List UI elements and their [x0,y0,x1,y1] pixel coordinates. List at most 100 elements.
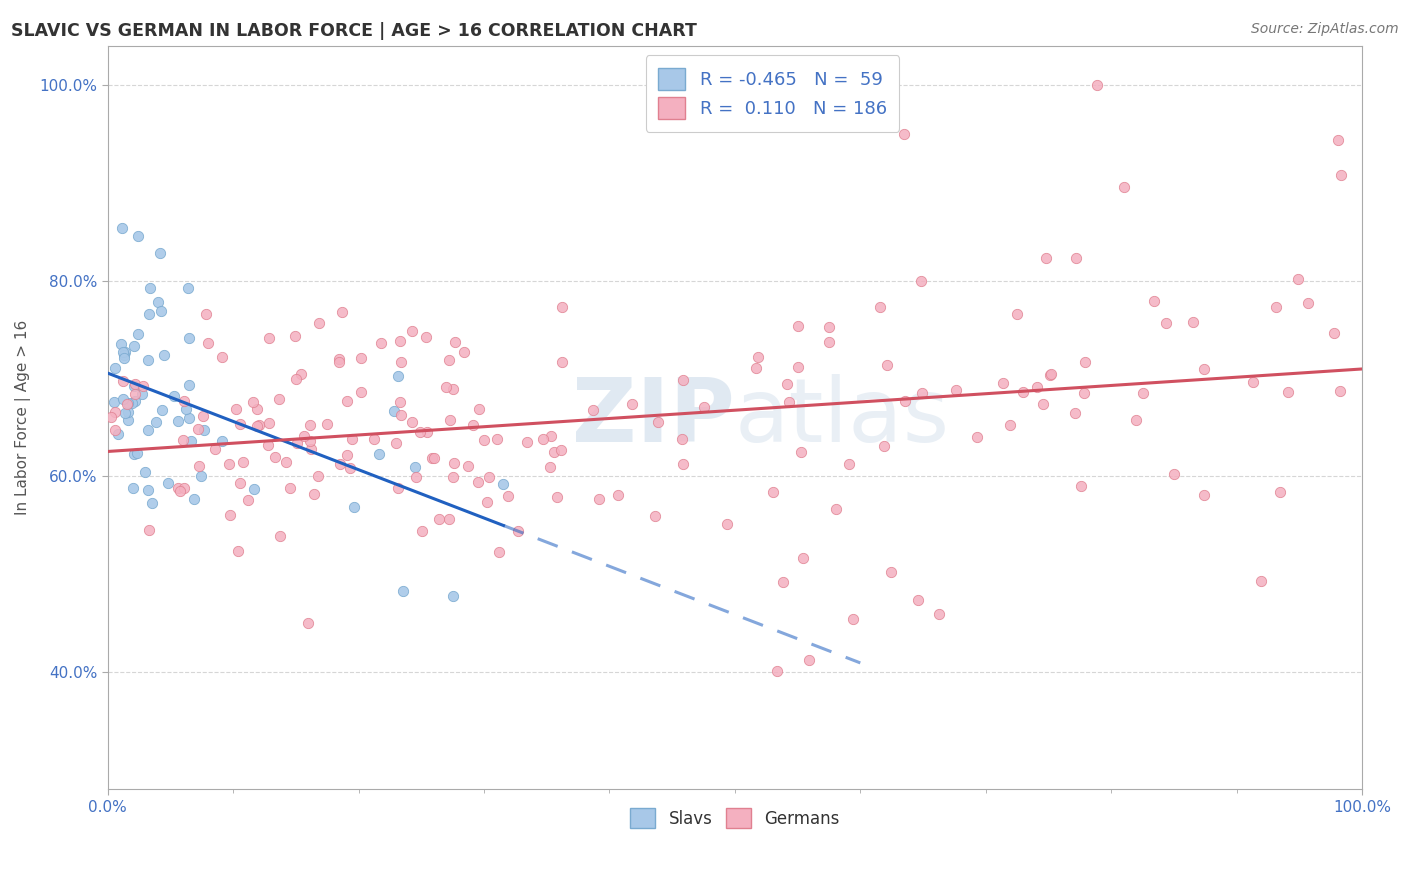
Point [188,459,211,474]
Point [226,544,249,558]
Point [138,423,160,437]
Point [797,653,820,667]
Point [329,457,352,471]
Point [112,374,135,388]
Point [183,491,205,506]
Point [194,307,217,321]
Point [1241,376,1264,390]
Point [256,437,278,451]
Point [114,345,136,359]
Point [434,380,457,394]
Point [211,350,233,364]
Point [169,484,191,499]
Point [824,502,846,516]
Point [173,481,195,495]
Point [225,402,247,417]
Point [786,318,808,333]
Point [259,417,281,431]
Point [893,393,915,408]
Point [416,425,439,439]
Point [122,481,145,495]
Point [343,500,366,515]
Point [1114,180,1136,194]
Point [540,429,562,443]
Point [157,475,180,490]
Point [264,450,287,465]
Point [122,339,145,353]
Point [1132,386,1154,401]
Point [531,433,554,447]
Point [290,367,312,381]
Point [389,334,412,349]
Point [138,307,160,321]
Point [111,220,134,235]
Point [1182,315,1205,329]
Point [122,379,145,393]
Point [328,355,350,369]
Point [211,434,233,448]
Point [284,329,307,343]
Point [276,455,298,469]
Point [439,413,461,427]
Point [315,417,337,431]
Point [173,393,195,408]
Point [672,458,695,472]
Point [104,361,127,376]
Point [1277,385,1299,400]
Point [294,429,316,443]
Point [127,326,149,341]
Point [387,481,409,495]
Point [389,355,412,369]
Point [1039,367,1062,381]
Point [350,351,373,366]
Point [1323,326,1346,341]
Point [132,379,155,393]
Point [124,387,146,401]
Point [427,512,450,526]
Point [246,419,269,434]
Point [1064,251,1087,265]
Point [112,392,135,406]
Point [242,395,264,409]
Point [339,461,361,475]
Point [1064,406,1087,420]
Point [496,489,519,503]
Point [1329,384,1351,398]
Point [336,449,359,463]
Point [998,418,1021,433]
Point [463,417,485,432]
Point [420,450,443,465]
Point [817,320,839,334]
Point [838,457,860,471]
Point [776,377,799,392]
Point [443,334,465,349]
Point [869,300,891,314]
Point [1125,413,1147,427]
Point [747,350,769,364]
Point [437,353,460,368]
Point [115,397,138,411]
Point [269,528,291,542]
Y-axis label: In Labor Force | Age > 16: In Labor Force | Age > 16 [15,320,31,516]
Point [307,468,329,483]
Point [991,376,1014,391]
Point [453,345,475,359]
Point [441,382,464,396]
Point [267,392,290,406]
Point [350,385,373,400]
Point [1156,316,1178,330]
Point [236,492,259,507]
Point [218,457,240,471]
Point [404,460,426,475]
Point [441,589,464,603]
Point [127,228,149,243]
Point [876,359,898,373]
Point [342,433,364,447]
Point [121,396,143,410]
Point [259,331,281,345]
Point [551,300,574,314]
Point [330,305,353,319]
Point [336,394,359,409]
Point [1327,133,1350,147]
Point [1085,78,1108,93]
